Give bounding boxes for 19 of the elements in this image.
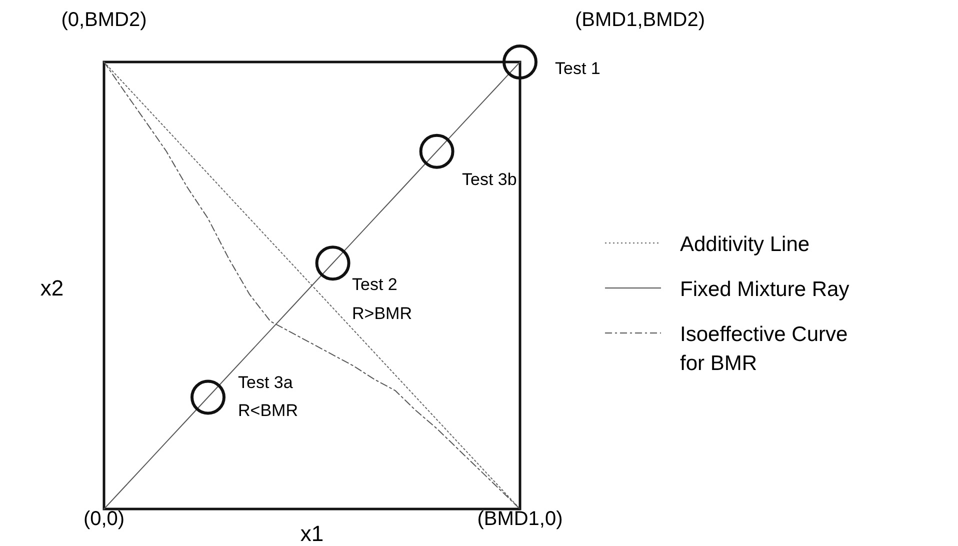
legend-label: Fixed Mixture Ray — [680, 278, 850, 301]
legend-label: Isoeffective Curve for BMR — [680, 323, 848, 375]
annotation: R<BMR — [238, 401, 298, 420]
text: (BMD1,BMD2) — [575, 9, 706, 31]
text: Test 1 — [555, 59, 600, 78]
point — [502, 44, 538, 80]
x-tick-label: (0,0) — [83, 508, 125, 530]
annotation: Test 3a — [238, 373, 294, 392]
y-axis-title: x2 — [40, 276, 64, 300]
point — [419, 134, 454, 169]
legend-label: Additivity Line — [680, 233, 810, 256]
x-axis-title: x1 — [300, 521, 324, 546]
annotation: Test 3b — [462, 170, 517, 189]
text: (0,BMD2) — [61, 9, 147, 31]
point — [315, 246, 350, 281]
x-tick-label: (BMD1,0) — [477, 508, 563, 530]
point — [190, 380, 226, 415]
annotation: Test 2 — [352, 275, 398, 294]
annotation: R>BMR — [352, 304, 412, 323]
